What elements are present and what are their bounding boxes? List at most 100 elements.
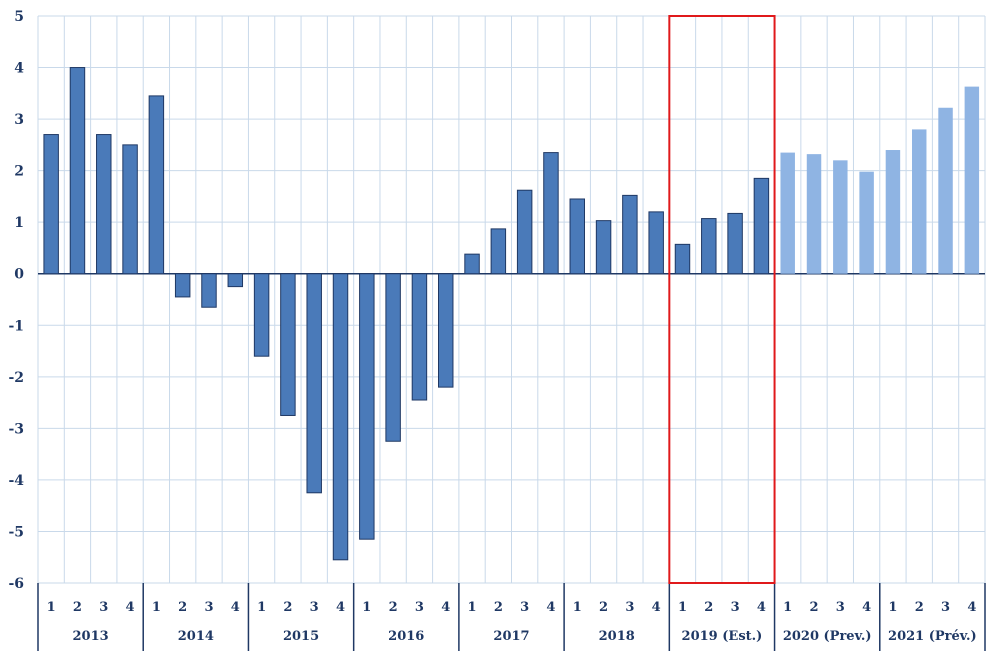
y-tick-label: -6: [8, 576, 24, 592]
bar-2017-q1: [464, 253, 480, 275]
quarter-label: 3: [415, 600, 424, 615]
bar-2013-q1: [43, 134, 59, 275]
quarter-label: 3: [520, 600, 529, 615]
quarter-label: 4: [336, 600, 345, 615]
quarter-label: 4: [757, 600, 766, 615]
quarter-label: 2: [809, 600, 818, 615]
bar-2013-q2: [69, 67, 86, 275]
quarter-label: 2: [704, 600, 713, 615]
bar-2019-q3: [727, 212, 743, 275]
quarter-label: 1: [468, 600, 477, 615]
year-label: 2014: [178, 629, 214, 644]
bar-2015-q2: [280, 273, 296, 416]
y-tick-label: 0: [14, 267, 24, 283]
bar-2014-q1: [148, 95, 165, 275]
bar-2016-q1: [359, 273, 375, 540]
quarter-label: 3: [625, 600, 634, 615]
bar-2013-q3: [96, 134, 112, 275]
bar-2016-q3: [411, 273, 428, 401]
bar-2014-q4: [227, 273, 244, 288]
quarter-label: 4: [862, 600, 871, 615]
bar-2020-q4: [859, 171, 874, 274]
bar-2019-q1: [674, 243, 691, 275]
year-label: 2021 (Prév.): [888, 629, 977, 644]
quarter-label: 1: [783, 600, 792, 615]
bar-2020-q1: [780, 152, 795, 274]
quarter-label: 1: [678, 600, 687, 615]
year-label: 2015: [283, 629, 319, 644]
bar-2017-q2: [490, 228, 507, 275]
quarter-label: 1: [257, 600, 266, 615]
grid: [37, 15, 986, 584]
year-label: 2016: [388, 629, 424, 644]
quarter-label: 1: [573, 600, 582, 615]
bars: [43, 67, 980, 561]
quarter-label: 4: [441, 600, 450, 615]
quarter-label: 2: [494, 600, 503, 615]
quarter-label: 3: [310, 600, 319, 615]
bar-2020-q3: [833, 160, 848, 274]
year-label: 2017: [493, 629, 529, 644]
bar-2021-q2: [912, 129, 927, 274]
bar-2016-q2: [385, 273, 401, 442]
y-tick-label: 3: [14, 112, 24, 128]
quarter-label: 1: [888, 600, 897, 615]
bar-2017-q4: [543, 152, 559, 275]
year-label: 2020 (Prev.): [783, 629, 872, 644]
quarter-label: 3: [99, 600, 108, 615]
y-tick-label: 1: [14, 215, 24, 231]
quarter-label: 4: [126, 600, 135, 615]
x-axis: 1 2 3 4 1 2 3 4 1 2 3 4 1 2 3 4 1 2 3 4 1 2 3 4 1 2 3 4 1 2 3 4 1 2 3 4 2013…: [37, 583, 986, 651]
bar-2021-q3: [938, 107, 953, 274]
year-label: 2019 (Est.): [682, 629, 763, 644]
quarter-label: 2: [73, 600, 82, 615]
y-tick-label: 2: [14, 164, 24, 180]
bar-2018-q2: [595, 220, 612, 275]
bar-2017-q3: [516, 189, 533, 275]
bar-2015-q1: [253, 273, 270, 357]
bar-2019-q2: [701, 218, 717, 275]
quarter-label: 2: [283, 600, 292, 615]
bar-2015-q4: [332, 273, 349, 561]
quarter-label: 4: [231, 600, 240, 615]
y-tick-label: -1: [8, 318, 24, 334]
bar-2013-q4: [122, 144, 138, 275]
bar-2018-q4: [648, 211, 664, 275]
bar-2016-q4: [438, 273, 454, 388]
bar-2020-q2: [806, 154, 822, 274]
quarter-label: 4: [967, 600, 976, 615]
bar-2015-q3: [306, 273, 322, 494]
y-tick-label: -4: [8, 473, 24, 489]
quarter-label: 1: [362, 600, 371, 615]
quarter-label: 3: [941, 600, 950, 615]
quarter-label: 2: [389, 600, 398, 615]
y-tick-label: 4: [14, 61, 24, 77]
quarter-label: 4: [652, 600, 661, 615]
bar-2021-q1: [885, 150, 901, 274]
quarter-label: 4: [546, 600, 555, 615]
quarter-label: 2: [599, 600, 608, 615]
quarter-label: 2: [915, 600, 924, 615]
y-tick-label: -3: [8, 421, 24, 437]
quarter-label: 1: [47, 600, 56, 615]
bar-2014-q2: [174, 273, 191, 298]
quarter-label: 3: [731, 600, 740, 615]
y-axis-ticks: 5 4 3 2 1 0 -1 -2 -3 -4 -5 -6: [8, 9, 24, 592]
bar-2019-q4: [753, 177, 770, 275]
highlight-box: [668, 15, 776, 584]
y-tick-label: -5: [8, 524, 24, 540]
year-label: 2013: [73, 629, 109, 644]
quarter-label: 1: [152, 600, 161, 615]
quarter-label: 3: [836, 600, 845, 615]
highlight-rect-2019: [668, 15, 776, 584]
quarter-label: 2: [178, 600, 187, 615]
y-tick-label: -2: [8, 370, 24, 386]
y-tick-label: 5: [14, 9, 24, 25]
quarter-label: 3: [204, 600, 213, 615]
bar-2014-q3: [201, 273, 217, 308]
bar-2021-q4: [964, 86, 980, 274]
bar-2018-q3: [622, 194, 638, 275]
bar-2018-q1: [569, 198, 585, 275]
year-label: 2018: [599, 629, 635, 644]
